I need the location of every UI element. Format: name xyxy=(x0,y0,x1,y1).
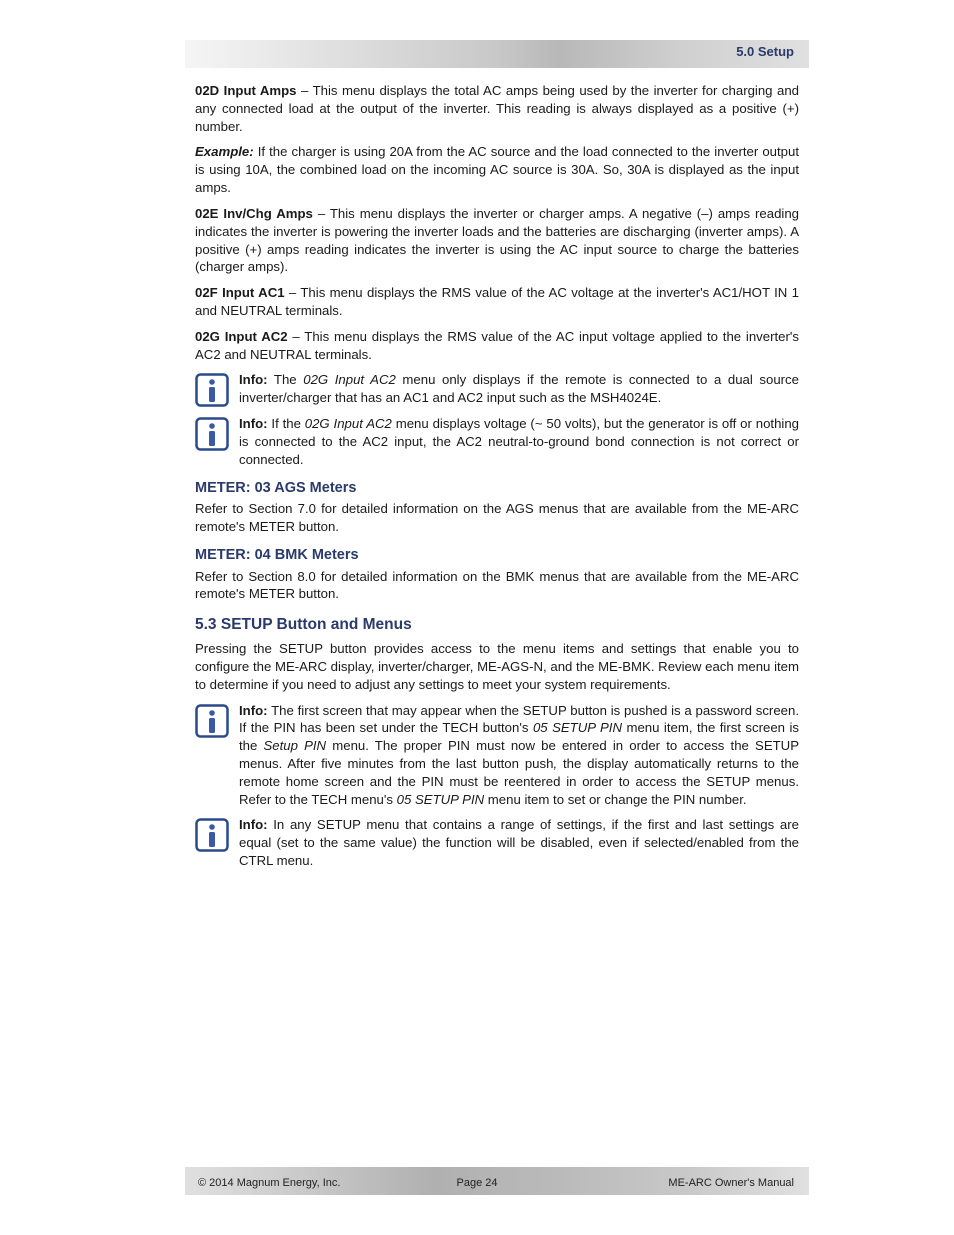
info-1-text: Info: The 02G Input AC2 menu only displa… xyxy=(239,371,799,407)
bmk-section-body: Refer to Section 8.0 for detailed inform… xyxy=(195,568,799,604)
info-3-s5: menu item to set or change the PIN numbe… xyxy=(484,792,746,807)
menu-02f-body: – This menu displays the RMS value of th… xyxy=(195,285,799,318)
page-content: 02D Input Amps – This menu displays the … xyxy=(195,82,799,878)
info-2-text: Info: If the 02G Input AC2 menu displays… xyxy=(239,415,799,468)
info-word: Info: xyxy=(239,703,268,718)
info-3-text: Info: The first screen that may appear w… xyxy=(239,702,799,809)
example-body: If the charger is using 20A from the AC … xyxy=(195,144,799,195)
info-1-em: 02G Input AC2 xyxy=(303,372,396,387)
info-2-pre: If the xyxy=(268,416,305,431)
info-3-e2: Setup PIN xyxy=(263,738,326,753)
menu-02e-label: 02E Inv/Chg Amps xyxy=(195,206,313,221)
info-3-e1: 05 SETUP PIN xyxy=(533,720,622,735)
info-3-e4: 05 SETUP PIN xyxy=(397,792,484,807)
info-icon xyxy=(195,373,229,407)
info-block-1: Info: The 02G Input AC2 menu only displa… xyxy=(195,371,799,407)
info-block-3: Info: The first screen that may appear w… xyxy=(195,702,799,809)
menu-02g-label: 02G Input AC2 xyxy=(195,329,288,344)
menu-02g-para: 02G Input AC2 – This menu displays the R… xyxy=(195,328,799,364)
ags-section-head: METER: 03 AGS Meters xyxy=(195,479,799,499)
header-section-label: 5.0 Setup xyxy=(736,44,794,59)
info-block-4: Info: In any SETUP menu that contains a … xyxy=(195,816,799,869)
footer-page-number: Page 24 xyxy=(457,1177,498,1189)
menu-02f-label: 02F Input AC1 xyxy=(195,285,285,300)
info-1-pre: The xyxy=(268,372,304,387)
setup-section-body: Pressing the SETUP button provides acces… xyxy=(195,640,799,693)
info-4-text: Info: In any SETUP menu that contains a … xyxy=(239,816,799,869)
example-label: Example: xyxy=(195,144,254,159)
info-word: Info: xyxy=(239,416,268,431)
info-word: Info: xyxy=(239,372,268,387)
menu-02e-para: 02E Inv/Chg Amps – This menu displays th… xyxy=(195,205,799,276)
header-band xyxy=(185,40,809,68)
info-icon xyxy=(195,704,229,738)
info-2-em: 02G Input AC2 xyxy=(305,416,392,431)
ags-section-body: Refer to Section 7.0 for detailed inform… xyxy=(195,500,799,536)
info-block-2: Info: If the 02G Input AC2 menu displays… xyxy=(195,415,799,468)
info-icon xyxy=(195,818,229,852)
info-4-body: In any SETUP menu that contains a range … xyxy=(239,817,799,868)
setup-section-head: 5.3 SETUP Button and Menus xyxy=(195,615,799,636)
example-para: Example: If the charger is using 20A fro… xyxy=(195,143,799,196)
menu-02f-para: 02F Input AC1 – This menu displays the R… xyxy=(195,284,799,320)
info-icon xyxy=(195,417,229,451)
info-word: Info: xyxy=(239,817,268,832)
menu-02d-para: 02D Input Amps – This menu displays the … xyxy=(195,82,799,135)
menu-02d-label: 02D Input Amps xyxy=(195,83,297,98)
bmk-section-head: METER: 04 BMK Meters xyxy=(195,546,799,566)
footer-manual-title: ME-ARC Owner's Manual xyxy=(668,1177,794,1189)
footer-copyright: © 2014 Magnum Energy, Inc. xyxy=(198,1177,340,1189)
